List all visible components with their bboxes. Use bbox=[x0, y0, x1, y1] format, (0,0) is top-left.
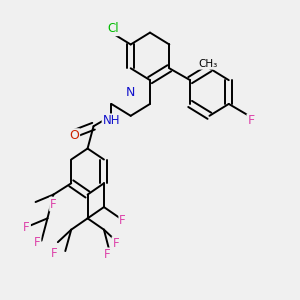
Text: F: F bbox=[23, 221, 30, 234]
Text: F: F bbox=[112, 237, 119, 250]
Text: F: F bbox=[103, 248, 110, 261]
Text: CH₃: CH₃ bbox=[198, 59, 218, 69]
Text: O: O bbox=[69, 129, 79, 142]
Text: F: F bbox=[119, 214, 126, 227]
Text: Cl: Cl bbox=[107, 22, 119, 35]
Text: F: F bbox=[34, 236, 40, 249]
Text: NH: NH bbox=[103, 114, 120, 128]
Text: F: F bbox=[248, 114, 255, 128]
Text: N: N bbox=[126, 85, 135, 98]
Text: F: F bbox=[50, 198, 57, 211]
Text: F: F bbox=[51, 247, 58, 260]
